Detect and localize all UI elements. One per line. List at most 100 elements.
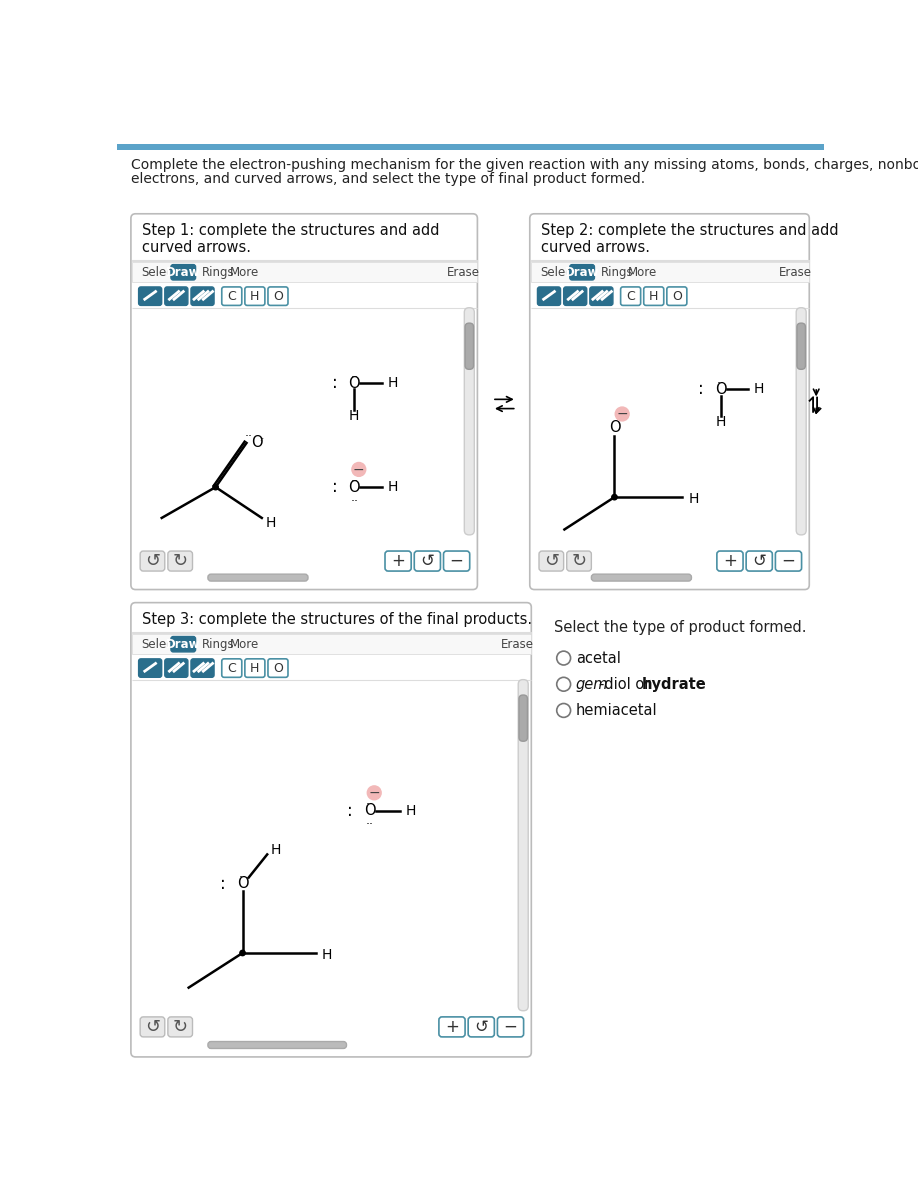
Text: −: − xyxy=(353,462,364,477)
FancyBboxPatch shape xyxy=(191,659,214,678)
FancyBboxPatch shape xyxy=(139,659,162,678)
Text: ↺: ↺ xyxy=(543,553,559,569)
Text: hydrate: hydrate xyxy=(643,677,707,692)
Circle shape xyxy=(213,484,218,490)
Text: ..: .. xyxy=(254,431,266,442)
FancyBboxPatch shape xyxy=(139,287,162,306)
Text: acetal: acetal xyxy=(576,650,621,666)
FancyBboxPatch shape xyxy=(131,214,477,590)
Circle shape xyxy=(240,950,245,956)
Text: O: O xyxy=(252,436,263,450)
FancyBboxPatch shape xyxy=(465,323,474,370)
FancyBboxPatch shape xyxy=(268,659,288,678)
FancyBboxPatch shape xyxy=(385,551,411,571)
Text: ↺: ↺ xyxy=(752,553,767,569)
FancyBboxPatch shape xyxy=(268,287,288,306)
Text: Step 3: complete the structures of the final products.: Step 3: complete the structures of the f… xyxy=(141,612,532,627)
FancyBboxPatch shape xyxy=(165,287,188,306)
FancyBboxPatch shape xyxy=(140,1017,165,1037)
Text: Erase: Erase xyxy=(446,266,479,279)
Text: More: More xyxy=(230,638,259,650)
Bar xyxy=(131,635,531,654)
FancyBboxPatch shape xyxy=(439,1017,465,1037)
Text: ..: .. xyxy=(717,373,724,385)
Text: H: H xyxy=(406,803,416,818)
Text: ↺: ↺ xyxy=(145,1017,160,1035)
Text: ↺: ↺ xyxy=(420,553,434,569)
Bar xyxy=(117,144,824,149)
Text: Step 2: complete the structures and add
curved arrows.: Step 2: complete the structures and add … xyxy=(541,223,838,255)
Bar xyxy=(531,262,809,282)
Text: ↺: ↺ xyxy=(475,1017,488,1035)
Text: :: : xyxy=(331,478,337,496)
Text: Complete the electron-pushing mechanism for the given reaction with any missing : Complete the electron-pushing mechanism … xyxy=(131,159,918,172)
FancyBboxPatch shape xyxy=(796,308,806,535)
Text: ..: .. xyxy=(245,426,252,438)
Text: ..: .. xyxy=(350,471,358,484)
Text: C: C xyxy=(228,661,236,674)
FancyBboxPatch shape xyxy=(168,551,193,571)
FancyBboxPatch shape xyxy=(468,1017,495,1037)
Bar xyxy=(131,262,476,282)
FancyBboxPatch shape xyxy=(776,551,801,571)
Text: H: H xyxy=(265,517,276,530)
Text: Rings: Rings xyxy=(202,266,234,279)
Text: :: : xyxy=(220,874,226,892)
Circle shape xyxy=(611,495,617,500)
Text: O: O xyxy=(609,420,621,436)
Text: H: H xyxy=(387,480,397,494)
Text: O: O xyxy=(672,290,682,302)
Text: ..: .. xyxy=(350,367,358,379)
Text: H: H xyxy=(270,843,281,857)
FancyBboxPatch shape xyxy=(245,659,265,678)
FancyBboxPatch shape xyxy=(530,214,810,590)
Text: −: − xyxy=(616,407,628,421)
Circle shape xyxy=(352,462,365,477)
Text: O: O xyxy=(715,382,726,397)
Text: H: H xyxy=(754,383,764,396)
FancyBboxPatch shape xyxy=(245,287,265,306)
Text: More: More xyxy=(628,266,657,279)
Text: Select the type of product formed.: Select the type of product formed. xyxy=(554,620,807,636)
Text: :: : xyxy=(331,374,337,393)
Text: Draw: Draw xyxy=(166,638,200,650)
Text: O: O xyxy=(349,376,360,390)
Text: C: C xyxy=(626,290,635,302)
Text: −: − xyxy=(450,553,464,569)
FancyBboxPatch shape xyxy=(191,287,214,306)
Text: More: More xyxy=(230,266,259,279)
Text: ↻: ↻ xyxy=(173,1017,188,1035)
Text: -diol or: -diol or xyxy=(599,677,655,692)
FancyBboxPatch shape xyxy=(498,1017,523,1037)
FancyBboxPatch shape xyxy=(207,574,308,582)
FancyBboxPatch shape xyxy=(140,551,165,571)
Text: ..: .. xyxy=(239,867,247,880)
FancyBboxPatch shape xyxy=(797,323,805,370)
Text: Select: Select xyxy=(141,638,178,650)
Text: H: H xyxy=(649,290,658,302)
Text: Select: Select xyxy=(141,266,178,279)
FancyBboxPatch shape xyxy=(539,551,564,571)
Text: ..: .. xyxy=(365,814,374,827)
Text: H: H xyxy=(688,492,699,507)
Text: H: H xyxy=(251,661,260,674)
FancyBboxPatch shape xyxy=(519,695,528,742)
FancyBboxPatch shape xyxy=(168,1017,193,1037)
FancyBboxPatch shape xyxy=(717,551,743,571)
FancyBboxPatch shape xyxy=(222,287,241,306)
Text: H: H xyxy=(387,376,397,390)
Text: +: + xyxy=(445,1017,459,1035)
Circle shape xyxy=(367,786,381,799)
Text: Draw: Draw xyxy=(565,266,599,279)
Text: +: + xyxy=(391,553,405,569)
Circle shape xyxy=(615,407,629,421)
FancyBboxPatch shape xyxy=(465,308,475,535)
Text: ↻: ↻ xyxy=(173,553,188,569)
Text: O: O xyxy=(273,661,283,674)
FancyBboxPatch shape xyxy=(519,679,528,1010)
Text: hemiacetal: hemiacetal xyxy=(576,703,657,718)
FancyBboxPatch shape xyxy=(131,603,532,1057)
Text: :: : xyxy=(347,802,353,820)
Text: H: H xyxy=(251,290,260,302)
Text: Draw: Draw xyxy=(166,266,200,279)
